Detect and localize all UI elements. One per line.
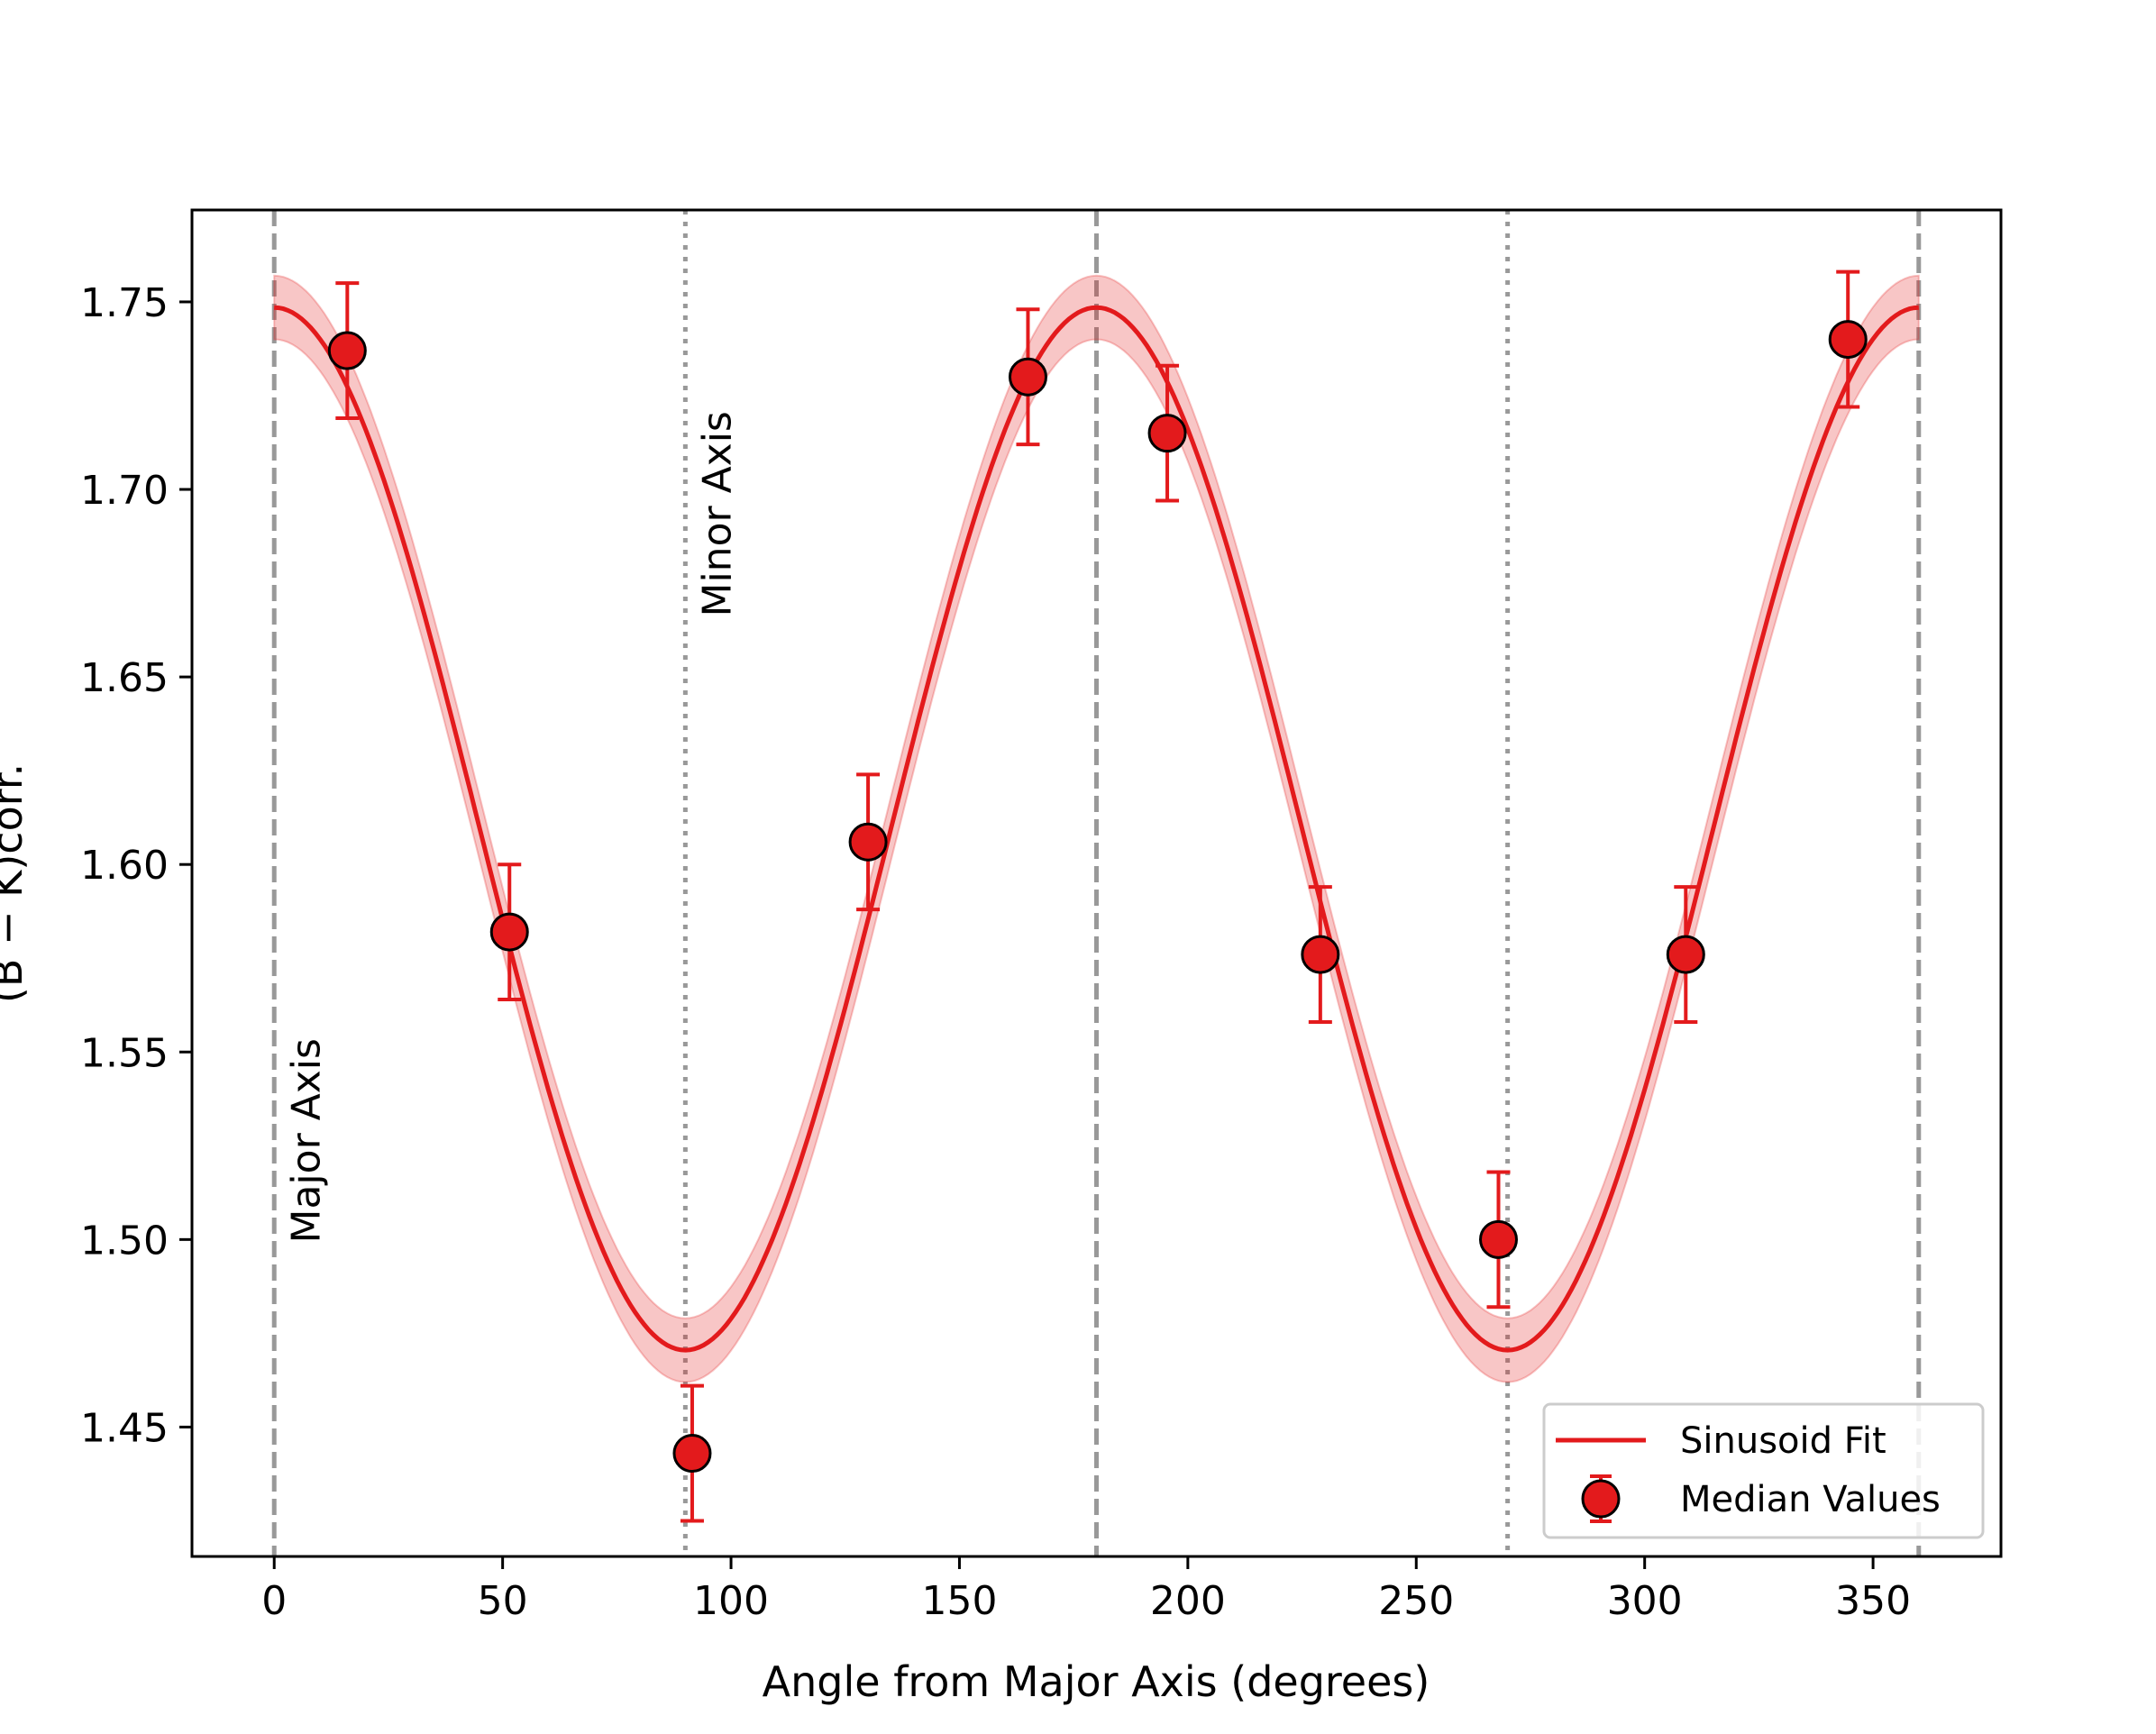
x-tick-label: 350 [1835,1578,1911,1624]
reference-lines [271,210,1922,1556]
data-point [1147,414,1187,453]
x-axis-label: Angle from Major Axis (degrees) [763,1657,1430,1706]
fit-band-group [273,274,1920,1383]
y-tick-label: 1.70 [80,468,169,514]
data-point [1828,320,1868,360]
x-tick-label: 0 [261,1578,287,1624]
y-tick-label: 1.50 [80,1218,169,1264]
fit-line [274,305,1919,1353]
x-tick-label: 150 [921,1578,997,1624]
data-point [1301,935,1340,974]
legend-fit-label: Sinusoid Fit [1680,1420,1886,1462]
fit-confidence-band [273,274,1920,1383]
data-point [1479,1219,1518,1259]
x-tick-label: 300 [1607,1578,1683,1624]
y-tick-label: 1.55 [80,1030,169,1076]
data-point [848,822,888,862]
y-tick-label: 1.65 [80,655,169,701]
legend: Sinusoid Fit Median Values [1542,1402,1985,1539]
plot-content [271,210,1922,1556]
data-points-group [327,269,1868,1523]
x-tick-label: 200 [1150,1578,1226,1624]
y-tick-label: 1.45 [80,1405,169,1451]
y-tick-label: 1.75 [80,280,169,326]
annotations: Major Axis Minor Axis [284,411,741,1243]
legend-marker-swatch [1581,1479,1621,1519]
legend-median-label: Median Values [1680,1479,1941,1520]
x-tick-label: 100 [693,1578,769,1624]
annotation-minor-axis: Minor Axis [695,411,741,616]
plot-frame [190,208,2003,1558]
x-tick-label: 250 [1378,1578,1454,1624]
data-point [672,1434,712,1474]
fit-line-group [274,305,1919,1353]
x-axis-ticks: 0 50 100 150 200 250 300 350 [261,1556,1911,1624]
y-axis-ticks: 1.45 1.50 1.55 1.60 1.65 1.70 1.75 [80,280,192,1451]
x-tick-label: 50 [478,1578,528,1624]
y-tick-label: 1.60 [80,843,169,889]
data-point [489,912,529,952]
data-point [327,331,367,370]
data-point [1008,357,1047,397]
data-point [1666,935,1705,974]
y-axis-label: (B − K)corr. [0,763,32,1003]
legend-box [1542,1402,1985,1539]
annotation-major-axis: Major Axis [284,1038,330,1243]
